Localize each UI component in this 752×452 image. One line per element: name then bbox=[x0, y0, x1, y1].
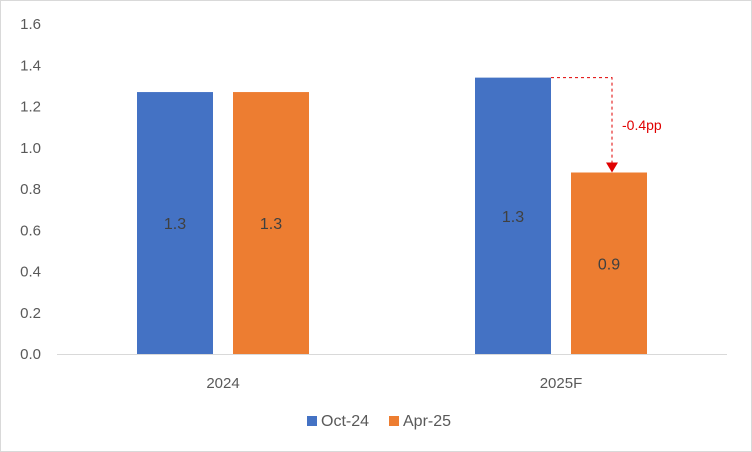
bar-apr-25-2025f bbox=[571, 172, 647, 354]
annotation-arrow-line bbox=[551, 77, 613, 164]
legend-label: Oct-24 bbox=[321, 413, 369, 430]
y-tick-label: 0.8 bbox=[20, 181, 41, 198]
annotation-arrowhead-icon bbox=[606, 162, 618, 173]
x-axis-tick-labels: 2024 2025F bbox=[206, 375, 582, 392]
bar-group bbox=[137, 77, 647, 354]
bar-data-label: 1.3 bbox=[260, 216, 282, 233]
y-tick-label: 0.4 bbox=[20, 264, 41, 281]
legend: Oct-24 Apr-25 bbox=[307, 413, 451, 430]
legend-swatch-oct-24 bbox=[307, 416, 317, 426]
bar-apr-25-2024 bbox=[233, 92, 309, 354]
change-annotation: -0.4pp bbox=[551, 77, 662, 173]
x-tick-label: 2024 bbox=[206, 375, 239, 392]
y-tick-label: 0.2 bbox=[20, 305, 41, 322]
y-tick-label: 1.6 bbox=[20, 16, 41, 33]
y-tick-label: 1.4 bbox=[20, 57, 41, 74]
bar-oct-24-2024 bbox=[137, 92, 213, 354]
x-tick-label: 2025F bbox=[540, 375, 583, 392]
y-tick-label: 0.0 bbox=[20, 346, 41, 363]
legend-label: Apr-25 bbox=[403, 413, 451, 430]
bar-data-label: 1.3 bbox=[164, 216, 186, 233]
y-tick-label: 0.6 bbox=[20, 222, 41, 239]
bar-data-labels: 1.3 1.3 1.3 0.9 bbox=[164, 209, 620, 273]
bar-data-label: 0.9 bbox=[598, 256, 620, 273]
bar-data-label: 1.3 bbox=[502, 209, 524, 226]
y-axis-tick-labels: 0.0 0.2 0.4 0.6 0.8 1.0 1.2 1.4 1.6 bbox=[20, 16, 41, 363]
y-tick-label: 1.2 bbox=[20, 99, 41, 116]
bar-oct-24-2025f bbox=[475, 77, 551, 354]
y-tick-label: 1.0 bbox=[20, 140, 41, 157]
legend-swatch-apr-25 bbox=[389, 416, 399, 426]
annotation-label: -0.4pp bbox=[622, 117, 662, 133]
